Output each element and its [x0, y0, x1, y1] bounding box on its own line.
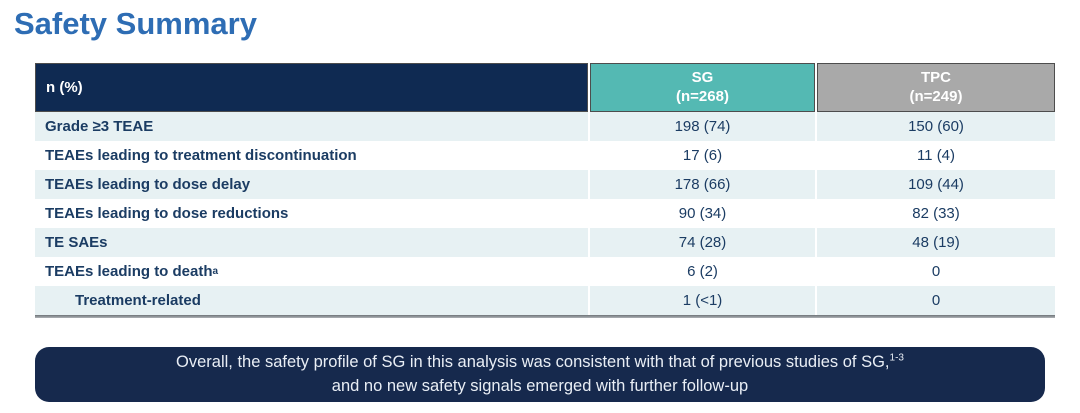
sg-value: 17 (6)	[590, 141, 815, 170]
header-tpc-name: TPC	[921, 68, 951, 86]
row-label-text: TEAEs leading to dose reductions	[45, 205, 289, 222]
row-label: TEAEs leading to treatment discontinuati…	[35, 141, 588, 170]
banner-line1-text: Overall, the safety profile of SG in thi…	[176, 353, 890, 372]
row-label: TEAEs leading to death a	[35, 257, 588, 286]
table-row: Treatment-related 1 (<1) 0	[35, 286, 1055, 315]
tpc-value: 109 (44)	[817, 170, 1055, 199]
tpc-value: 82 (33)	[817, 199, 1055, 228]
table-row: Grade ≥3 TEAE 198 (74) 150 (60)	[35, 112, 1055, 141]
row-label-text: TEAEs leading to treatment discontinuati…	[45, 147, 357, 164]
sg-value: 6 (2)	[590, 257, 815, 286]
tpc-value: 150 (60)	[817, 112, 1055, 141]
sg-value: 90 (34)	[590, 199, 815, 228]
tpc-value: 0	[817, 257, 1055, 286]
table-row: TE SAEs 74 (28) 48 (19)	[35, 228, 1055, 257]
header-sg-column: SG (n=268)	[590, 63, 815, 112]
row-label: Treatment-related	[35, 286, 588, 315]
row-label: TEAEs leading to dose reductions	[35, 199, 588, 228]
header-sg-n: (n=268)	[676, 87, 729, 105]
row-label-text: TEAEs leading to death	[45, 263, 213, 280]
row-label: TE SAEs	[35, 228, 588, 257]
table-row: TEAEs leading to dose delay 178 (66) 109…	[35, 170, 1055, 199]
sg-value: 178 (66)	[590, 170, 815, 199]
row-label: TEAEs leading to dose delay	[35, 170, 588, 199]
tpc-value: 0	[817, 286, 1055, 315]
header-tpc-n: (n=249)	[909, 87, 963, 105]
row-label-text: Treatment-related	[75, 292, 201, 309]
row-label-text: Grade ≥3 TEAE	[45, 118, 154, 135]
row-label-text: TEAEs leading to dose delay	[45, 176, 251, 193]
sg-value: 74 (28)	[590, 228, 815, 257]
table-body: Grade ≥3 TEAE 198 (74) 150 (60) TEAEs le…	[35, 112, 1055, 315]
banner-reference-superscript: 1-3	[889, 352, 904, 364]
row-label: Grade ≥3 TEAE	[35, 112, 588, 141]
header-tpc-column: TPC (n=249)	[817, 63, 1055, 112]
tpc-value: 48 (19)	[817, 228, 1055, 257]
table-bottom-border	[35, 315, 1055, 318]
header-n-percent: n (%)	[35, 63, 588, 112]
banner-line2: and no new safety signals emerged with f…	[331, 376, 749, 395]
table-row: TEAEs leading to treatment discontinuati…	[35, 141, 1055, 170]
header-sg-name: SG	[691, 68, 714, 86]
sg-value: 1 (<1)	[590, 286, 815, 315]
table-row: TEAEs leading to death a 6 (2) 0	[35, 257, 1055, 286]
page-title: Safety Summary	[14, 6, 257, 41]
conclusion-banner: Overall, the safety profile of SG in thi…	[35, 347, 1045, 402]
tpc-value: 11 (4)	[817, 141, 1055, 170]
safety-summary-table: n (%) SG (n=268) TPC (n=249) Grade ≥3 TE…	[35, 63, 1055, 318]
banner-line1: Overall, the safety profile of SG in thi…	[35, 351, 1045, 374]
sg-value: 198 (74)	[590, 112, 815, 141]
table-header-row: n (%) SG (n=268) TPC (n=249)	[35, 63, 1055, 112]
row-label-text: TE SAEs	[45, 234, 108, 251]
table-row: TEAEs leading to dose reductions 90 (34)…	[35, 199, 1055, 228]
